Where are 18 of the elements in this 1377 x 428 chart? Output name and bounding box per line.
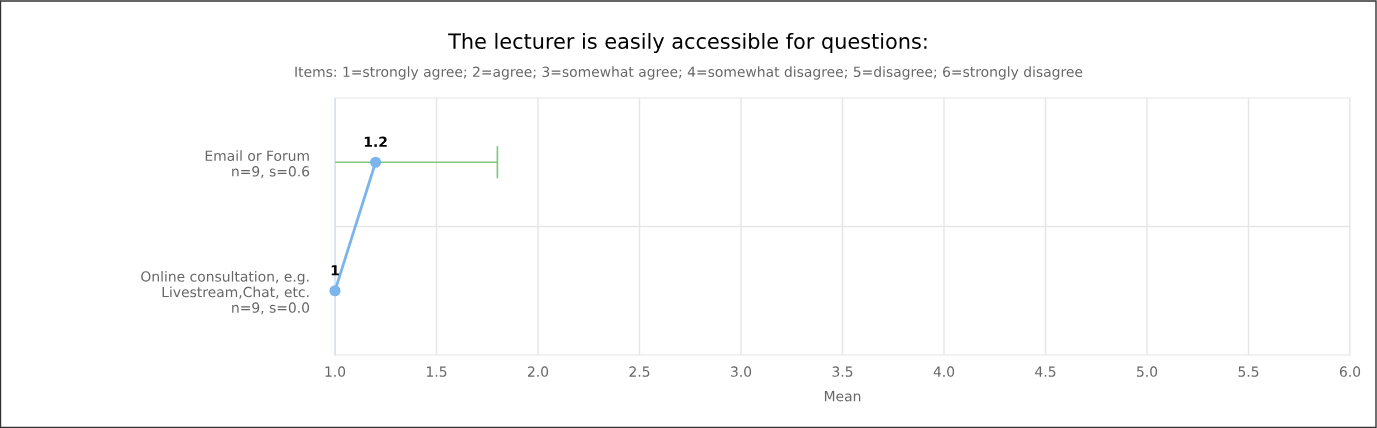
x-tick-label: 5.5 — [1238, 366, 1259, 377]
x-axis-title: Mean — [824, 391, 861, 402]
x-tick-label: 2.5 — [629, 366, 650, 377]
x-tick-label: 1.0 — [325, 366, 346, 377]
x-tick-label: 6.0 — [1339, 366, 1361, 377]
x-tick-label: 3.5 — [832, 366, 853, 377]
x-tick-label: 2.0 — [527, 366, 549, 377]
x-tick-label: 3.0 — [731, 366, 752, 377]
chart-title: The lecturer is easily accessible for questions: — [448, 32, 927, 54]
x-tick-label: 4.0 — [933, 366, 955, 377]
y-tick-label: Online consultation, e.g. Livestream,Chat, etc. n=9, s=0.0 — [141, 270, 310, 315]
chart-subtitle: Items: 1=strongly agree; 2=agree; 3=somewhat agree; 4=somewhat disagree; 5=disagree; 6=strongly disagree — [295, 66, 1083, 80]
y-tick-label: Email or Forum n=9, s=0.6 — [205, 150, 310, 178]
data-label: 1.2 — [364, 136, 387, 147]
x-tick-label: 5.0 — [1137, 366, 1158, 377]
x-tick-label: 1.5 — [426, 366, 447, 377]
data-label: 1 — [331, 265, 339, 276]
x-tick-label: 4.5 — [1035, 366, 1056, 377]
